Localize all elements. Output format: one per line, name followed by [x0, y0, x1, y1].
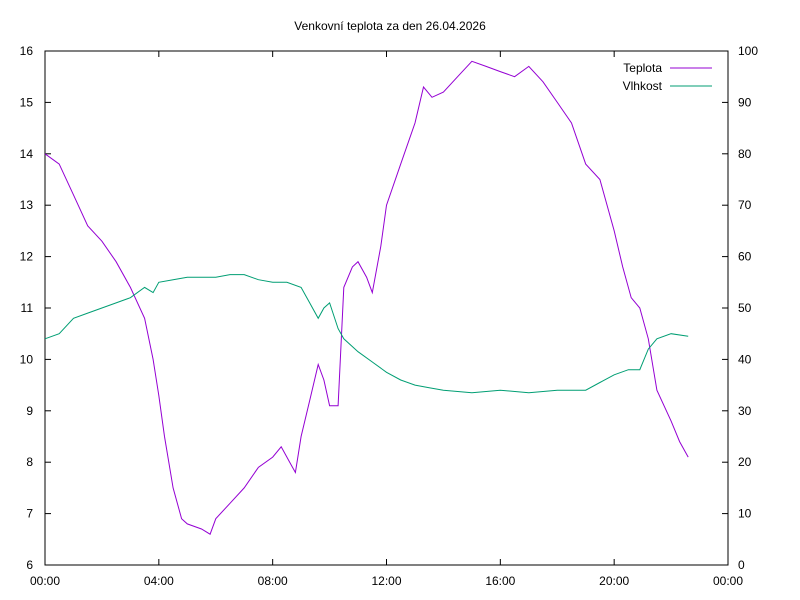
- series-line-teplota: [44, 60, 689, 535]
- legend-label-teplota: Teplota: [623, 61, 662, 75]
- y-axis-left: 6 7 8 9 10 11 12 13 14 15 16: [20, 44, 51, 572]
- series-line-vlhkost: [44, 274, 689, 394]
- x-tick-label: 12:00: [371, 574, 401, 588]
- y-right-tick-label: 90: [738, 95, 752, 109]
- y-left-tick-label: 13: [20, 198, 34, 212]
- y-left-tick-label: 12: [20, 250, 34, 264]
- y-left-tick-label: 15: [20, 95, 34, 109]
- y-left-tick-label: 16: [20, 44, 34, 58]
- plot-frame: [44, 50, 729, 566]
- y-right-tick-label: 60: [738, 250, 752, 264]
- x-tick-label: 20:00: [599, 574, 629, 588]
- x-tick-label: 04:00: [144, 574, 174, 588]
- y-left-tick-label: 10: [20, 352, 34, 366]
- y-right-tick-label: 30: [738, 404, 752, 418]
- y-right-tick-label: 10: [738, 507, 752, 521]
- x-axis: 00:00 04:00 08:00 12:00 16:00 20:00 00:00: [30, 51, 743, 588]
- y-axis-right: 0 10 20 30 40 50 60 70 80 90 100: [722, 44, 758, 572]
- legend-label-vlhkost: Vlhkost: [623, 79, 663, 93]
- plot-border: [44, 50, 729, 566]
- x-tick-label: 16:00: [485, 574, 515, 588]
- x-tick-label: 00:00: [30, 574, 60, 588]
- y-left-tick-label: 9: [26, 404, 33, 418]
- y-right-tick-label: 100: [738, 44, 758, 58]
- y-left-tick-label: 8: [26, 455, 33, 469]
- series-layer: [44, 60, 689, 535]
- y-left-tick-label: 6: [26, 558, 33, 572]
- legend: Teplota Vlhkost: [623, 61, 712, 93]
- y-right-tick-label: 50: [738, 301, 752, 315]
- x-tick-label: 08:00: [258, 574, 288, 588]
- y-left-tick-label: 14: [20, 147, 34, 161]
- y-right-tick-label: 40: [738, 352, 752, 366]
- x-tick-label: 00:00: [713, 574, 743, 588]
- y-right-tick-label: 80: [738, 147, 752, 161]
- y-right-tick-label: 20: [738, 455, 752, 469]
- y-right-tick-label: 70: [738, 198, 752, 212]
- y-left-tick-label: 11: [21, 301, 34, 315]
- y-left-tick-label: 7: [26, 507, 33, 521]
- chart-title: Venkovní teplota za den 26.04.2026: [294, 19, 486, 33]
- y-right-tick-label: 0: [738, 558, 745, 572]
